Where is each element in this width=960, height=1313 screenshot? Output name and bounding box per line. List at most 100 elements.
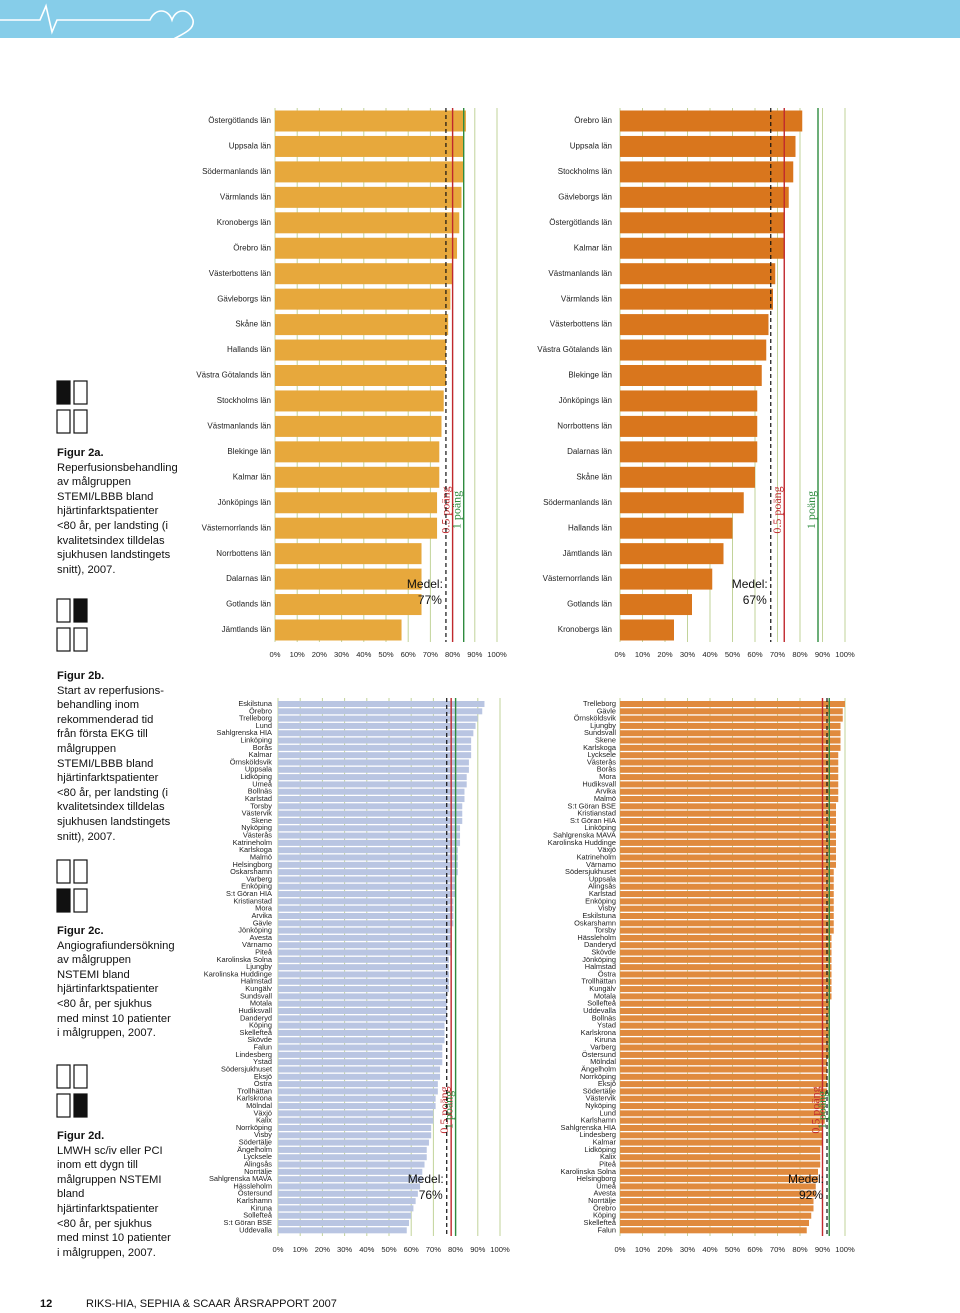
- category-label: Lycksele: [588, 750, 616, 759]
- category-label: Norrbottens län: [557, 422, 612, 431]
- category-label: Gävleborgs län: [558, 192, 612, 201]
- figure-icons: [56, 380, 88, 1118]
- category-label: Danderyd: [584, 940, 616, 949]
- category-label: Karlskrona: [581, 1028, 617, 1037]
- category-label: Mölndal: [590, 1057, 616, 1066]
- bar: [620, 722, 841, 729]
- bar: [275, 135, 464, 157]
- bar: [620, 715, 843, 722]
- category-label: Sahlgrenska HIA: [217, 728, 273, 737]
- bar: [620, 912, 834, 919]
- category-label: Katrineholm: [233, 838, 272, 847]
- bar: [275, 619, 402, 641]
- category-label: Hässleholm: [233, 1181, 272, 1190]
- bar: [620, 1022, 830, 1029]
- bar: [278, 708, 483, 715]
- category-label: Kronobergs län: [217, 218, 271, 227]
- mean-text: Medel:: [732, 577, 768, 591]
- category-label: Mora: [255, 904, 273, 913]
- mean-label: 92%: [799, 1188, 823, 1202]
- category-label: Norrköping: [580, 1072, 616, 1081]
- category-label: S:t Göran HIA: [570, 816, 616, 825]
- category-label: Södertälje: [239, 1138, 272, 1147]
- category-label: Örebro län: [574, 116, 612, 125]
- category-label: Halmstad: [241, 977, 272, 986]
- x-tick-label: 30%: [680, 650, 695, 659]
- category-label: Karlskoga: [239, 845, 273, 854]
- category-label: Jönköpings län: [559, 396, 612, 405]
- bar: [278, 759, 469, 766]
- category-label: Kalmar: [249, 750, 273, 759]
- caption-title: Figur 2a.: [57, 447, 104, 459]
- category-label: Örebro: [593, 1203, 616, 1212]
- category-label: Sundsvall: [584, 728, 616, 737]
- category-label: Södermanlands län: [543, 498, 612, 507]
- bar: [620, 1227, 807, 1234]
- category-label: Örnsköldsvik: [230, 757, 273, 766]
- bar: [275, 517, 438, 539]
- category-label: Sollefteå: [243, 1211, 273, 1220]
- mean-label: 76%: [419, 1188, 443, 1202]
- category-label: Kungälv: [245, 984, 272, 993]
- category-label: Trelleborg: [239, 714, 272, 723]
- category-label: Västervik: [242, 809, 273, 818]
- reference-label: 0.5 poäng: [808, 1086, 822, 1133]
- bar: [620, 1198, 814, 1205]
- category-label: Karolinska Solna: [561, 1167, 617, 1176]
- bar: [620, 212, 785, 234]
- category-label: Norrtälje: [244, 1167, 272, 1176]
- bar: [620, 986, 832, 993]
- bar: [278, 832, 461, 839]
- category-label: Bollnäs: [592, 1013, 617, 1022]
- mean-label: 67%: [743, 593, 767, 607]
- category-label: Uddevalla: [239, 1225, 273, 1234]
- bar: [620, 441, 758, 463]
- bar: [278, 1146, 427, 1153]
- category-label: Enköping: [585, 896, 616, 905]
- bar: [620, 847, 836, 854]
- bar: [620, 744, 841, 751]
- category-label: Lycksele: [244, 1152, 272, 1161]
- category-label: Eskilstuna: [582, 911, 617, 920]
- x-tick-label: 60%: [747, 1245, 762, 1254]
- bar: [620, 810, 836, 817]
- mean-label: 77%: [418, 593, 442, 607]
- category-label: Karlstad: [589, 889, 616, 898]
- category-label: Malmö: [594, 794, 616, 803]
- bar: [278, 978, 449, 985]
- category-label: Örebro: [249, 706, 272, 715]
- bar: [275, 161, 464, 183]
- category-label: Ängelholm: [581, 1064, 616, 1073]
- category-label: Lindesberg: [579, 1130, 616, 1139]
- caption-title: Figur 2d.: [57, 1130, 105, 1142]
- category-label: Södersjukhuset: [565, 867, 616, 876]
- bar: [620, 934, 832, 941]
- category-label: Karlshamn: [581, 1116, 616, 1125]
- bar: [620, 517, 733, 539]
- category-label: Västerbottens län: [209, 269, 271, 278]
- x-tick-label: 60%: [747, 650, 762, 659]
- category-label: Bollnäs: [248, 787, 273, 796]
- bar: [278, 1190, 418, 1197]
- x-tick-label: 80%: [445, 650, 460, 659]
- category-label: Katrineholm: [577, 852, 616, 861]
- category-label: Blekinge län: [568, 371, 612, 380]
- bar: [620, 1015, 830, 1022]
- x-tick-label: 70%: [426, 1245, 441, 1254]
- bar: [620, 1073, 827, 1080]
- mean-text: Medel:: [408, 1172, 444, 1186]
- bar: [278, 1212, 412, 1219]
- category-label: Västra Götalands län: [196, 371, 271, 380]
- bar: [620, 1110, 825, 1117]
- category-label: Falun: [254, 1043, 273, 1052]
- x-tick-label: 70%: [423, 650, 438, 659]
- category-label: Umeå: [252, 779, 273, 788]
- bar: [620, 1176, 818, 1183]
- bar: [278, 934, 452, 941]
- header-band: [0, 0, 960, 38]
- category-label: Västmanlands län: [548, 269, 612, 278]
- category-label: Östra: [598, 969, 617, 978]
- category-label: Umeå: [596, 1181, 617, 1190]
- category-label: Uppsala län: [570, 142, 612, 151]
- reference-label: 0.5 poäng: [770, 486, 784, 533]
